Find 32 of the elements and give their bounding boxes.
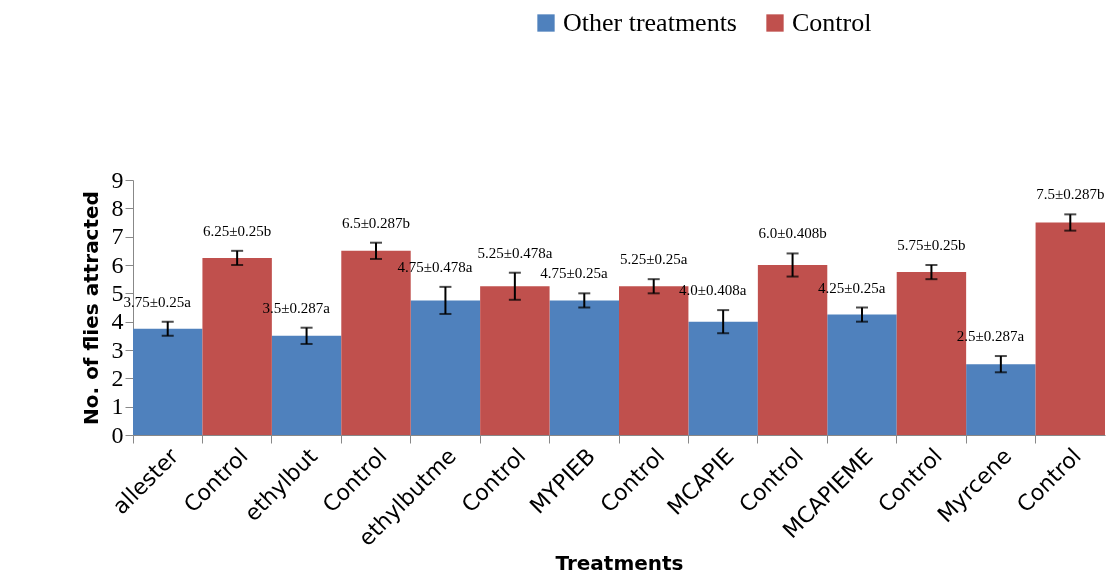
y-tick-label: 0	[111, 421, 124, 448]
y-tick-label: 4	[111, 308, 124, 335]
y-axis-title: No. of flies attracted	[78, 191, 103, 425]
data-label: 6.25±0.25b	[203, 222, 272, 239]
bar	[480, 286, 550, 435]
bar	[966, 364, 1036, 435]
bar	[271, 335, 342, 435]
bar	[1035, 222, 1105, 435]
legend-label: Control	[792, 8, 872, 37]
y-tick-label: 3	[111, 336, 124, 363]
y-tick-label: 2	[111, 364, 124, 391]
y-tick-label: 6	[111, 251, 124, 278]
y-tick-label: 8	[111, 194, 124, 221]
x-axis-title: Treatments	[555, 550, 684, 575]
data-label: 4.75±0.25a	[540, 265, 608, 282]
data-label: 7.5±0.287b	[1036, 186, 1105, 203]
y-tick-label: 5	[111, 279, 124, 306]
data-label: 5.25±0.25a	[620, 251, 688, 268]
bar	[133, 328, 203, 435]
data-label: 6.0±0.408b	[758, 225, 827, 242]
bar	[410, 300, 481, 435]
data-label: 5.75±0.25b	[897, 237, 966, 253]
data-label: 3.75±0.25a	[123, 293, 192, 310]
bar	[827, 314, 897, 435]
data-label: 6.5±0.287b	[341, 214, 411, 231]
bar	[549, 300, 619, 435]
legend-label: Other treatments	[563, 8, 737, 37]
y-tick-label: 1	[111, 393, 124, 420]
data-label: 5.25±0.478a	[477, 244, 553, 261]
y-tick-label: 9	[111, 166, 124, 193]
y-tick-label: 7	[111, 223, 124, 250]
bar	[688, 321, 758, 435]
